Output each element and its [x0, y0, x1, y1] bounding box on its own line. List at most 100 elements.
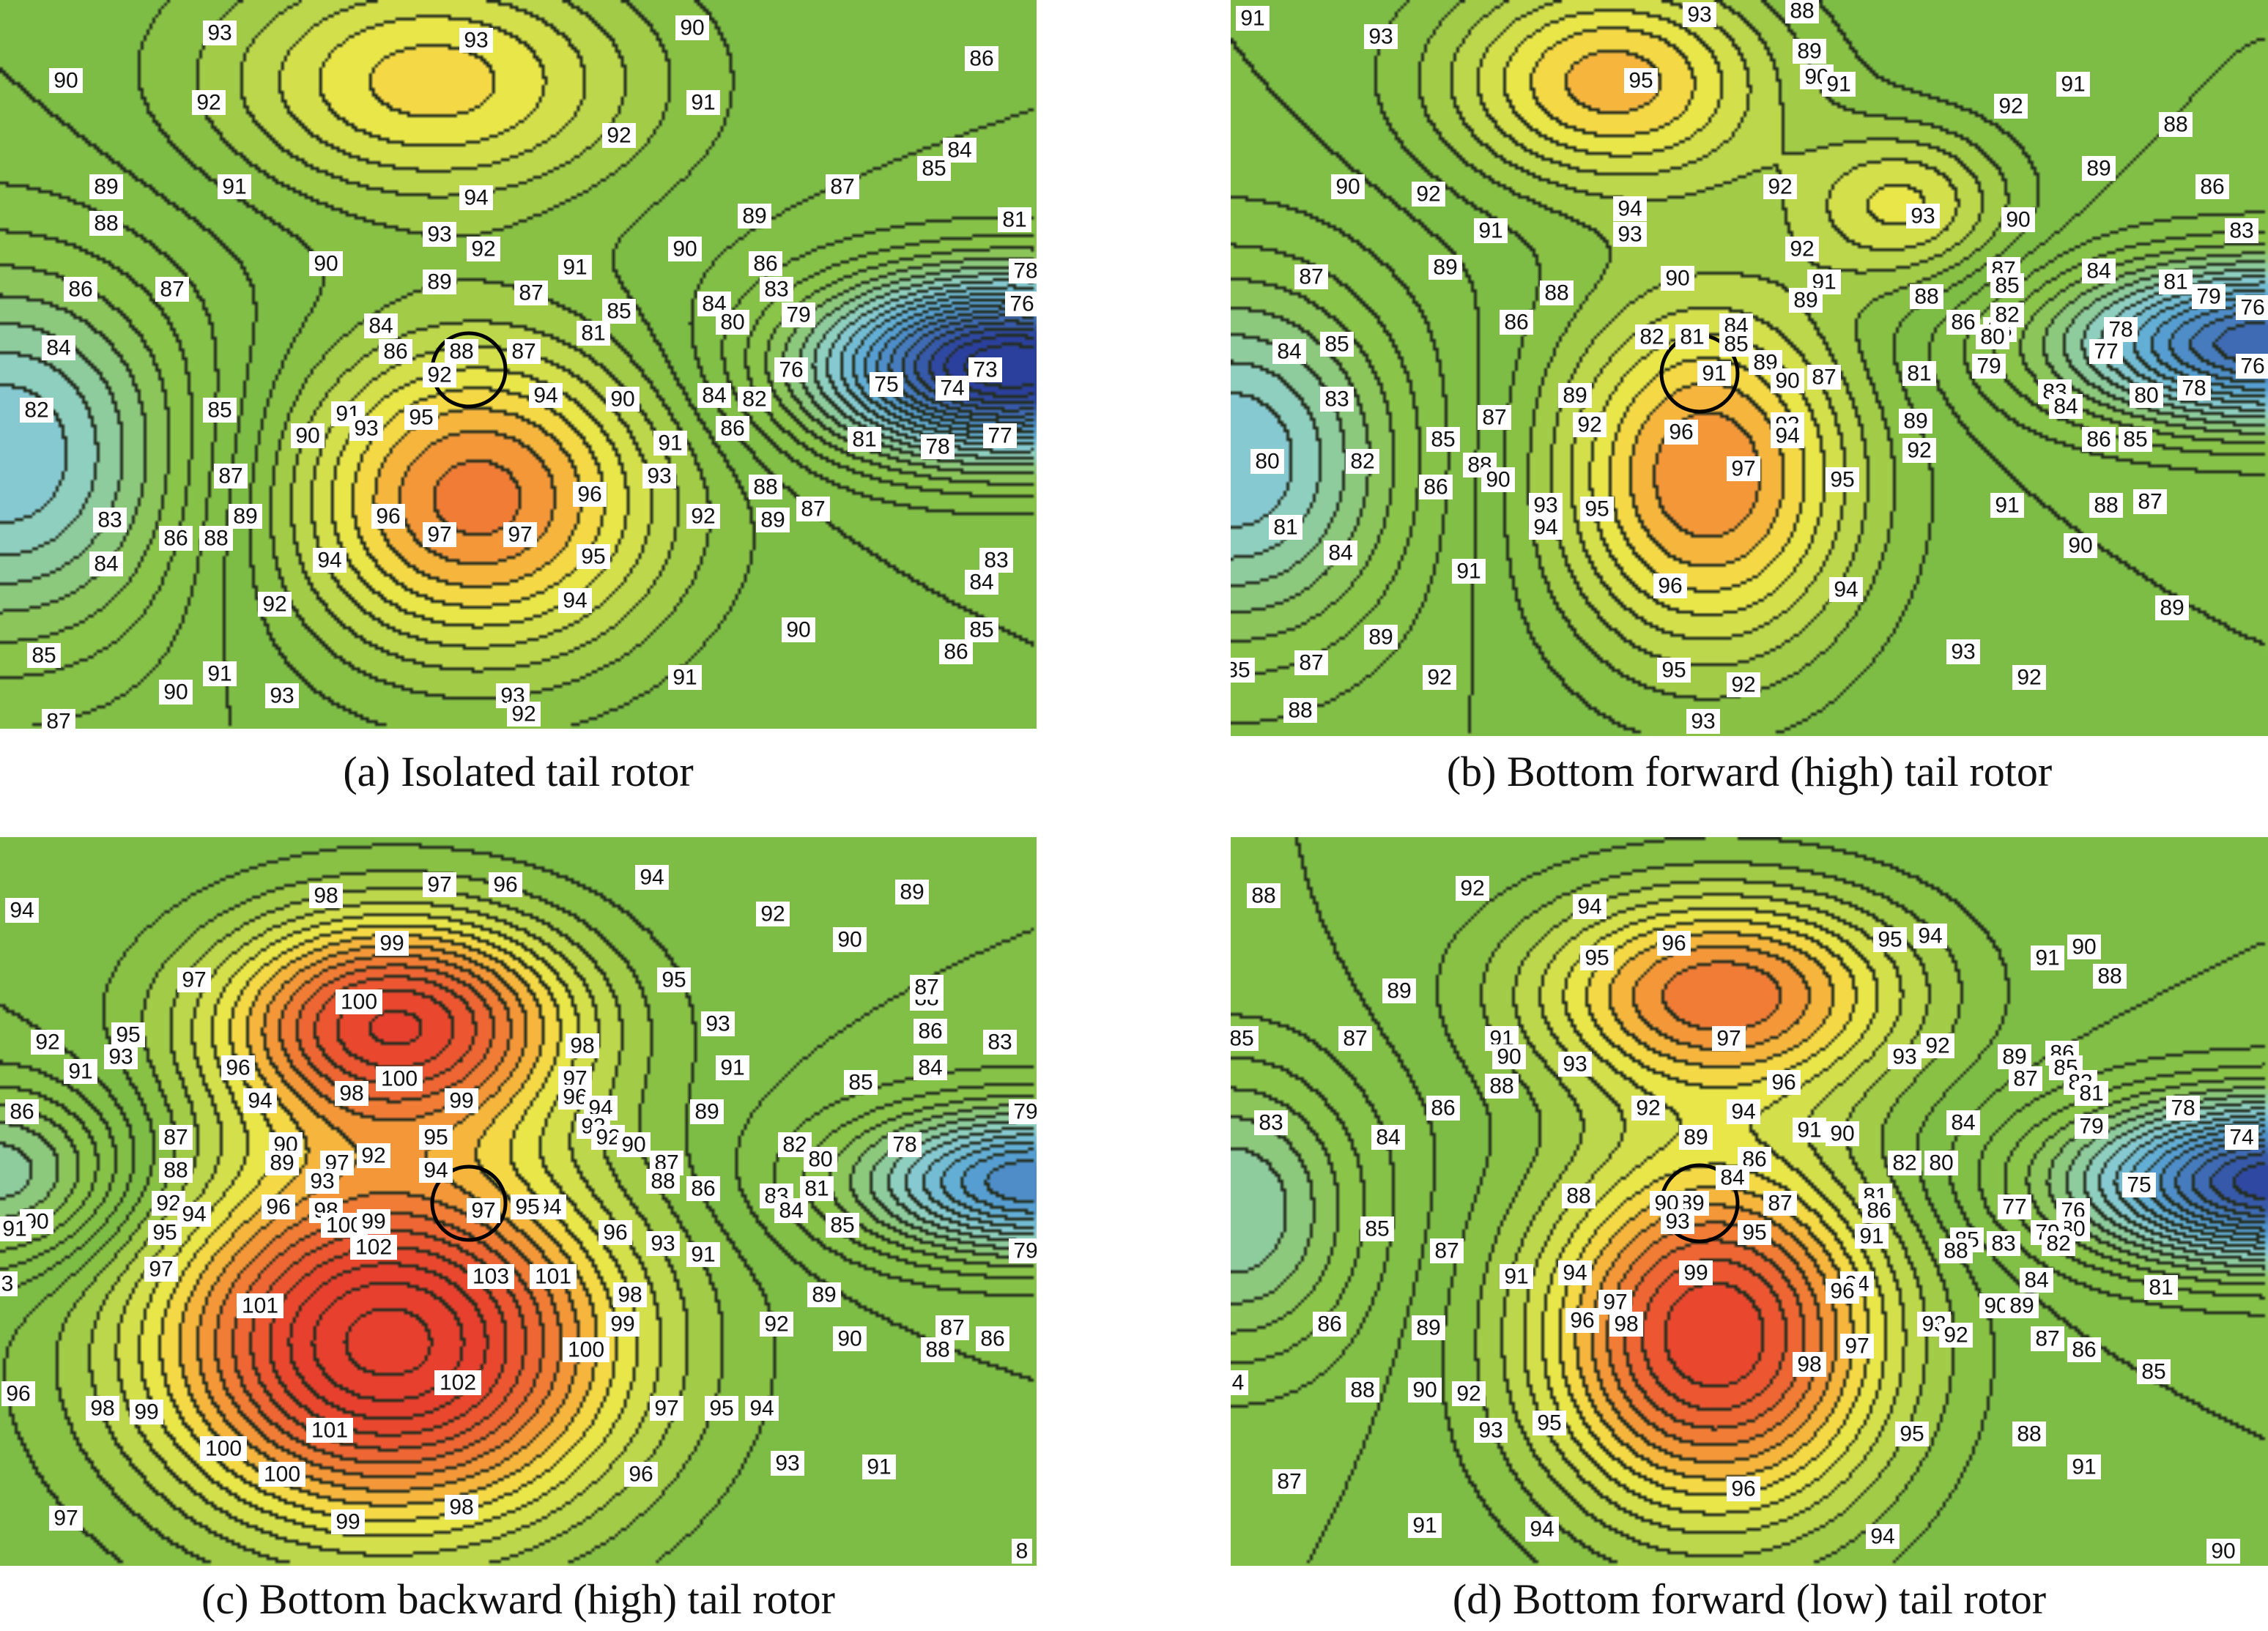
contour-label: 81: [2075, 1081, 2108, 1106]
contour-label: 86: [1419, 475, 1453, 499]
contour-label: 87: [159, 1125, 193, 1150]
contour-label: 82: [738, 387, 771, 412]
contour-label: 87: [796, 497, 830, 521]
contour-label: 80: [804, 1147, 837, 1172]
contour-label: 89: [807, 1282, 841, 1307]
contour-label: 99: [375, 931, 409, 956]
contour-plot-c: 9897969489949299909795888710086959398929…: [0, 837, 1037, 1566]
svg-text:96: 96: [376, 505, 400, 529]
svg-text:92: 92: [2017, 666, 2041, 690]
contour-label: 89: [2005, 1293, 2039, 1318]
contour-label: 98: [1609, 1312, 1643, 1337]
contour-label: 101: [306, 1418, 353, 1443]
svg-text:96: 96: [1661, 932, 1686, 956]
contour-label: 89: [1679, 1125, 1713, 1150]
svg-text:86: 86: [1504, 311, 1528, 335]
contour-label: 87: [2031, 1326, 2064, 1351]
svg-text:81: 81: [581, 322, 605, 346]
svg-text:90: 90: [672, 237, 697, 261]
contour-label: 97: [1727, 456, 1760, 481]
svg-text:86: 86: [969, 47, 993, 71]
contour-label: 97: [1712, 1026, 1746, 1051]
svg-text:95: 95: [1900, 1422, 1924, 1446]
svg-text:86: 86: [1867, 1199, 1891, 1223]
svg-text:77: 77: [2002, 1195, 2026, 1219]
svg-text:101: 101: [311, 1419, 348, 1443]
svg-text:98: 98: [570, 1034, 594, 1058]
svg-text:92: 92: [471, 237, 495, 261]
contour-label: 86: [976, 1326, 1009, 1351]
svg-text:77: 77: [2094, 340, 2118, 364]
svg-text:90: 90: [1984, 1294, 2008, 1318]
contour-label: 78: [2166, 1096, 2200, 1121]
contour-label: 81: [848, 427, 881, 452]
svg-text:96: 96: [1658, 574, 1682, 598]
svg-text:84: 84: [1376, 1126, 1400, 1150]
svg-text:84: 84: [969, 571, 993, 595]
svg-text:35: 35: [1231, 658, 1250, 683]
contour-label: 95: [1895, 1422, 1929, 1446]
svg-text:85: 85: [1324, 332, 1349, 357]
svg-text:83: 83: [1324, 387, 1349, 412]
contour-label: 94: [1866, 1524, 1900, 1549]
svg-text:82: 82: [1350, 450, 1374, 474]
svg-text:88: 88: [1489, 1074, 1513, 1099]
contour-label: 85: [2137, 1359, 2171, 1384]
contour-label: 96: [1826, 1279, 1859, 1304]
svg-text:79: 79: [786, 303, 810, 327]
svg-text:95: 95: [515, 1195, 539, 1219]
svg-text:88: 88: [1943, 1239, 1968, 1263]
contour-label: 94: [1529, 515, 1563, 540]
contour-label: 93: [1529, 493, 1563, 518]
svg-text:92: 92: [35, 1030, 59, 1055]
contour-label: 95: [1873, 927, 1907, 952]
contour-label: 90: [2001, 207, 2035, 232]
svg-text:87: 87: [2138, 490, 2162, 514]
contour-label: 96: [1653, 573, 1687, 598]
svg-text:94: 94: [10, 899, 34, 923]
contour-label: 83: [2225, 218, 2258, 243]
svg-text:77: 77: [987, 424, 1012, 448]
contour-label: 77: [2089, 339, 2123, 364]
svg-text:87: 87: [163, 1126, 188, 1150]
contour-label: 89: [1428, 255, 1462, 280]
svg-text:88: 88: [204, 527, 228, 551]
svg-text:96: 96: [1570, 1309, 1594, 1333]
contour-label: 91: [862, 1454, 896, 1479]
svg-text:87: 87: [1482, 406, 1506, 430]
contour-label: 84: [42, 335, 75, 360]
contour-label: 87: [1294, 264, 1328, 289]
contour-label: 100: [200, 1436, 247, 1461]
contour-label: 86: [965, 46, 998, 71]
contour-label: 96: [489, 872, 522, 897]
contour-label: 87: [514, 280, 548, 305]
contour-label: 90: [159, 680, 193, 705]
svg-text:93: 93: [207, 21, 231, 45]
contour-label: 87: [1763, 1191, 1797, 1216]
contour-label: 93: [459, 28, 493, 53]
svg-text:93: 93: [354, 417, 378, 441]
contour-label: 92: [1412, 182, 1445, 207]
svg-text:93: 93: [1563, 1052, 1587, 1077]
contour-label: 94: [745, 1396, 779, 1421]
svg-text:97: 97: [654, 1397, 678, 1421]
svg-text:87: 87: [1434, 1239, 1459, 1263]
contour-label: 83: [760, 277, 793, 302]
contour-label: 92: [192, 90, 226, 115]
contour-plot-d: 88 92 94 95 94 96 95 91 90 88 89 87 85 91 90 88 93 97 93 92…: [1231, 837, 2268, 1566]
contour-label: 93: [305, 1169, 339, 1194]
contour-label: 89: [756, 508, 790, 532]
svg-text:87: 87: [511, 340, 536, 364]
svg-text:86: 86: [980, 1327, 1004, 1351]
contour-label: 75: [2122, 1173, 2156, 1197]
contour-label: 94: [243, 1088, 277, 1113]
contour-label: 89: [229, 504, 262, 529]
svg-text:90: 90: [1830, 1122, 1854, 1146]
contour-label: 91: [2056, 72, 2090, 97]
svg-text:88: 88: [2017, 1422, 2041, 1446]
contour-label: 95: [1580, 497, 1614, 521]
svg-text:78: 78: [925, 435, 949, 459]
svg-text:94: 94: [423, 1159, 448, 1183]
svg-text:89: 89: [2160, 596, 2184, 620]
contour-label: 92: [1452, 1381, 1486, 1406]
